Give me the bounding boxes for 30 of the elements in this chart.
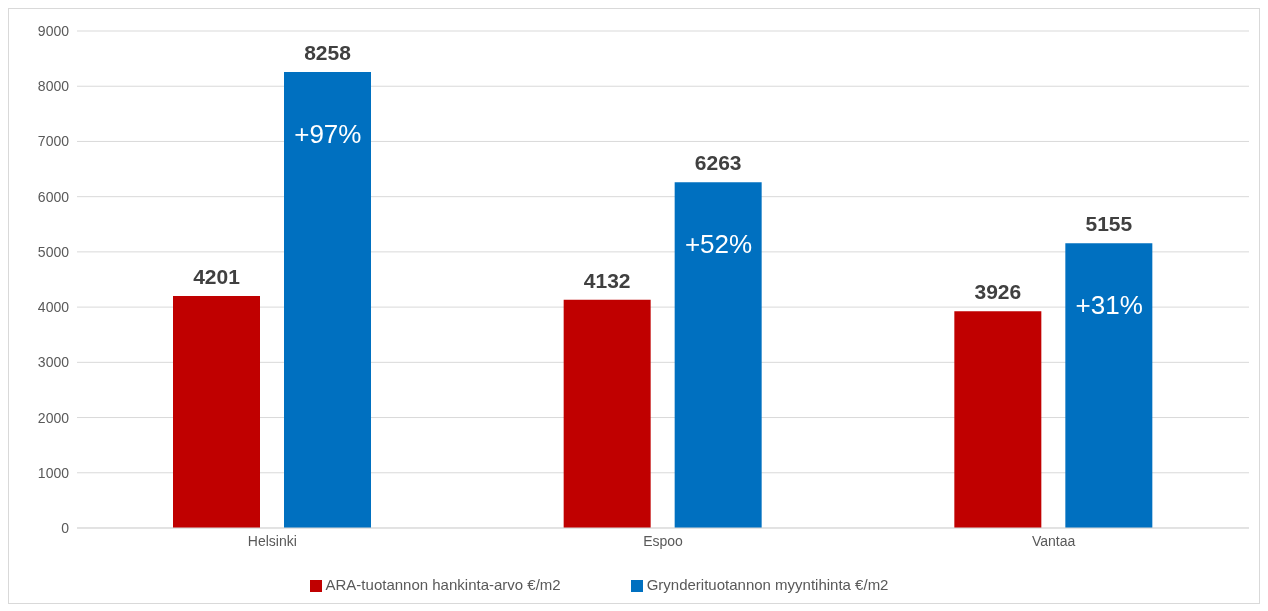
x-tick-label: Espoo: [643, 532, 684, 549]
y-tick-label: 8000: [37, 78, 70, 95]
annotation: +52%: [684, 229, 753, 260]
y-tick-label: 3000: [37, 354, 70, 371]
bar: [284, 71, 371, 528]
data-label: 6263: [694, 151, 742, 175]
data-label: 4132: [583, 268, 631, 292]
y-tick-label: 4000: [37, 299, 70, 316]
annotation: +97%: [294, 118, 362, 149]
y-tick-label: 5000: [37, 243, 70, 260]
x-tick-label: Vantaa: [1031, 532, 1076, 549]
y-tick-label: 7000: [37, 133, 70, 150]
legend-label: ARA-tuotannon hankinta-arvo €/m2: [325, 576, 561, 593]
data-label: 5155: [1085, 212, 1133, 236]
y-tick-label: 1000: [37, 464, 70, 481]
y-tick-label: 2000: [37, 409, 70, 426]
data-label: 4201: [193, 265, 241, 289]
y-tick-label: 6000: [37, 188, 70, 205]
bar: [563, 299, 651, 528]
annotation: +31%: [1075, 290, 1143, 321]
legend-label: Grynderituotannon myyntihinta €/m2: [646, 576, 889, 593]
bar: [1065, 243, 1153, 528]
x-tick-label: Helsinki: [247, 532, 297, 549]
y-tick-label: 0: [61, 519, 70, 536]
data-label: 3926: [974, 280, 1022, 304]
bar: [954, 311, 1042, 528]
y-tick-label: 9000: [37, 22, 70, 39]
data-label: 8258: [304, 40, 352, 64]
bar: [173, 296, 260, 528]
bar: [674, 182, 762, 528]
